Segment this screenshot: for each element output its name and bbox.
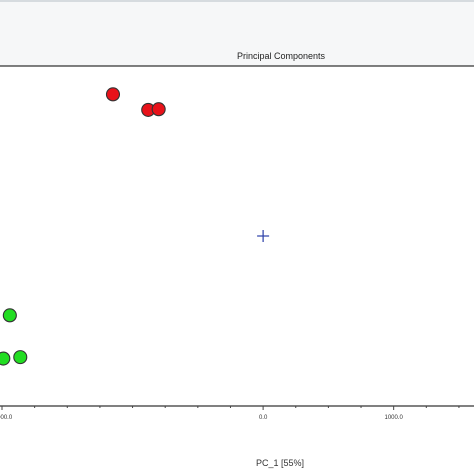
x-tick-label: -2000.0 <box>0 415 13 421</box>
chart-header-strip <box>0 0 474 66</box>
chart-title: Principal Components <box>236 51 326 61</box>
window-border <box>0 0 474 2</box>
scatter-point-green <box>2 308 17 323</box>
x-axis: -2000.0 0.0 1000.0 <box>0 406 460 421</box>
scatter-point-green <box>13 350 28 365</box>
scatter-point-green <box>0 351 11 366</box>
scatter-point-red <box>151 102 166 117</box>
x-axis-label: PC_1 [55%] <box>256 458 304 468</box>
plot-area-frame <box>0 65 474 407</box>
scatter-point-red <box>105 87 121 102</box>
data-points <box>0 87 270 366</box>
x-tick-label: 1000.0 <box>384 415 403 421</box>
x-tick-label: 0.0 <box>259 415 268 421</box>
